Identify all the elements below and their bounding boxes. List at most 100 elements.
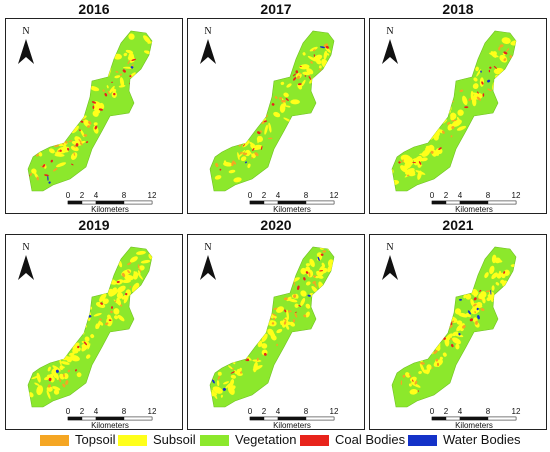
- subsoil-patch: [425, 150, 430, 156]
- subsoil-patch: [76, 372, 82, 378]
- coal-body-patch: [481, 81, 484, 85]
- north-arrow-icon: N: [382, 242, 398, 280]
- map-panel-2021: 2021 N 0 2 4 8 12 Kilometers: [369, 216, 547, 430]
- topsoil-patch: [65, 380, 69, 385]
- coal-body-patch: [132, 295, 136, 298]
- topsoil-patch: [400, 380, 403, 385]
- topsoil-patch: [294, 312, 298, 318]
- panel-year-title: 2019: [78, 217, 110, 233]
- subsoil-patch: [137, 273, 144, 280]
- topsoil-patch: [451, 119, 457, 122]
- scale-bar-segment: [95, 200, 125, 205]
- topsoil-patch: [474, 311, 477, 314]
- topsoil-patch: [137, 264, 140, 269]
- topsoil-patch: [402, 159, 404, 163]
- map-frame: N 0 2 4 8 12 Kilometers: [187, 234, 365, 430]
- coal-body-patch: [94, 125, 98, 130]
- subsoil-patch: [52, 365, 61, 372]
- coal-body-patch: [75, 369, 77, 372]
- subsoil-patch: [276, 328, 283, 334]
- subsoil-patch: [117, 314, 125, 322]
- coal-body-patch: [398, 161, 401, 164]
- topsoil-patch: [114, 300, 117, 303]
- topsoil-patch: [303, 314, 307, 318]
- scale-tick-label: 0: [66, 407, 71, 416]
- scale-unit-label: Kilometers: [273, 421, 311, 429]
- coal-body-patch: [298, 305, 302, 307]
- subsoil-patch: [68, 352, 75, 356]
- scale-tick-label: 0: [430, 407, 435, 416]
- subsoil-patch: [133, 271, 137, 277]
- coal-body-patch: [320, 253, 324, 256]
- subsoil-patch: [228, 169, 236, 174]
- subsoil-patch: [34, 382, 40, 387]
- subsoil-patch: [38, 152, 43, 157]
- subsoil-patch: [268, 122, 272, 133]
- water-body-patch: [47, 175, 49, 181]
- topsoil-patch: [88, 120, 92, 125]
- topsoil-patch: [276, 343, 279, 347]
- subsoil-patch: [405, 167, 415, 175]
- topsoil-patch: [279, 97, 283, 100]
- scale-tick-label: 0: [248, 191, 253, 200]
- coal-body-patch: [131, 58, 136, 61]
- subsoil-patch: [451, 119, 462, 127]
- topsoil-patch: [313, 275, 316, 278]
- land-cover-map: N 0 2 4 8 12 Kilometers: [200, 26, 339, 213]
- scale-tick-label: 4: [94, 191, 99, 200]
- study-area-outline: [209, 30, 335, 192]
- panel-year-title: 2021: [442, 217, 474, 233]
- topsoil-patch: [310, 61, 313, 64]
- coal-body-patch: [122, 69, 126, 73]
- subsoil-patch: [309, 258, 315, 268]
- water-body-patch: [459, 298, 462, 301]
- coal-body-patch: [125, 292, 128, 296]
- subsoil-patch: [318, 275, 324, 279]
- scale-bar-segment: [431, 416, 447, 421]
- subsoil-patch: [300, 290, 307, 297]
- subsoil-patch: [462, 95, 468, 106]
- north-arrow-icon: N: [382, 26, 398, 64]
- subsoil-patch: [95, 302, 106, 308]
- legend-label: Vegetation: [235, 432, 297, 447]
- topsoil-patch: [47, 384, 50, 388]
- coal-body-patch: [271, 103, 275, 106]
- study-area-outline: [209, 246, 335, 408]
- topsoil-patch: [309, 75, 312, 78]
- topsoil-patch: [35, 154, 39, 157]
- coal-body-patch: [489, 66, 492, 69]
- subsoil-patch: [247, 149, 252, 155]
- subsoil-patch: [409, 388, 418, 395]
- water-body-patch: [211, 379, 215, 384]
- topsoil-patch: [475, 320, 478, 325]
- subsoil-patch: [264, 124, 268, 135]
- map-frame: N 0 2 4 8 12 Kilometers: [369, 234, 547, 430]
- topsoil-patch: [480, 307, 485, 312]
- coal-body-patch: [108, 319, 112, 322]
- subsoil-patch: [252, 331, 259, 338]
- north-arrow-shape: [200, 255, 216, 280]
- subsoil-patch: [411, 377, 417, 384]
- topsoil-patch: [293, 294, 297, 298]
- scale-bar-segment: [305, 200, 335, 205]
- topsoil-patch: [476, 96, 481, 101]
- coal-body-patch: [437, 362, 439, 367]
- scale-tick-label: 12: [512, 191, 521, 200]
- subsoil-patch: [273, 111, 281, 118]
- coal-body-patch: [98, 108, 103, 111]
- topsoil-patch: [252, 125, 256, 130]
- coal-body-patch: [297, 83, 302, 86]
- topsoil-patch: [73, 145, 77, 148]
- subsoil-patch: [300, 79, 306, 87]
- topsoil-patch: [256, 357, 259, 361]
- subsoil-patch: [114, 75, 121, 79]
- subsoil-patch: [415, 136, 424, 143]
- topsoil-patch: [283, 321, 287, 325]
- topsoil-patch: [232, 160, 237, 165]
- map-panel-2019: 2019 N 0 2 4 8 12 Kilometers: [5, 216, 183, 430]
- legend-swatch: [300, 435, 329, 446]
- subsoil-patch: [237, 137, 242, 142]
- subsoil-patch: [405, 372, 411, 378]
- topsoil-patch: [298, 73, 302, 75]
- scale-bar-segment: [459, 416, 489, 421]
